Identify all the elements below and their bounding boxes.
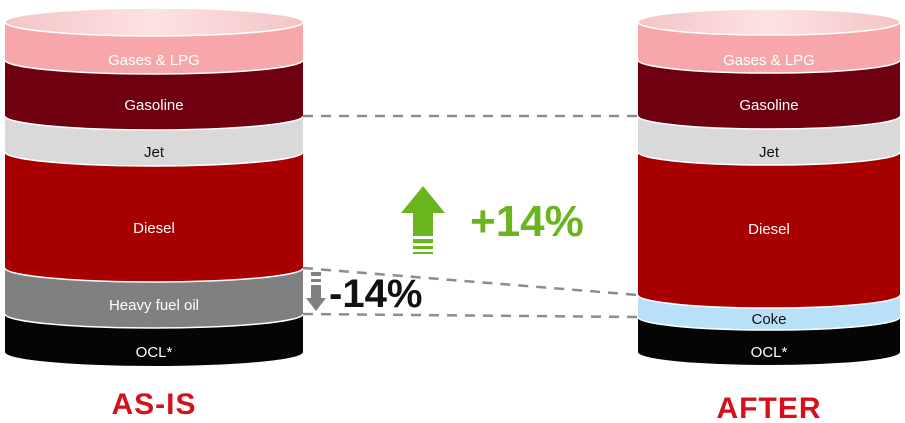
decrease-indicator: -14% xyxy=(306,272,422,316)
segment-label: Gases & LPG xyxy=(723,52,815,69)
segment-label: Gases & LPG xyxy=(108,52,200,69)
seg-boundary-l4 xyxy=(4,267,304,283)
seg-bottom-r5 xyxy=(638,339,900,365)
seg-boundary-r1 xyxy=(637,59,901,74)
seg-rect-l3 xyxy=(5,152,303,268)
segment-label: OCL* xyxy=(136,344,173,361)
seg-bottom-l5 xyxy=(5,338,303,366)
increase-percent: +14% xyxy=(470,197,584,246)
seg-boundary-l3 xyxy=(4,151,304,167)
segment-label: Gasoline xyxy=(739,97,798,114)
connector-lines xyxy=(302,114,639,319)
segment-label: OCL* xyxy=(751,344,788,361)
segment-label: Jet xyxy=(144,144,165,161)
segment-label: Coke xyxy=(751,311,786,328)
arrow-down-icon xyxy=(306,272,326,311)
arrow-up-icon xyxy=(401,186,445,254)
segment-label: Jet xyxy=(759,144,780,161)
seg-boundary-r2 xyxy=(637,115,901,130)
segment-label: Diesel xyxy=(748,221,790,238)
seg-boundary-r3 xyxy=(637,151,901,166)
increase-indicator: +14% xyxy=(401,186,584,254)
right-drum: Gases & LPG Gasoline Jet Diesel Coke OCL… xyxy=(637,8,901,365)
caption-as-is: AS-IS xyxy=(111,388,196,421)
drum-top-cap-right xyxy=(637,8,901,36)
segment-label: Diesel xyxy=(133,220,175,237)
caption-after: AFTER xyxy=(717,392,822,423)
left-drum: Gases & LPG Gasoline Jet Diesel Heavy fu… xyxy=(4,7,304,366)
segment-label: Gasoline xyxy=(124,97,183,114)
segment-label: Heavy fuel oil xyxy=(109,297,199,314)
dashed-connector-diesel xyxy=(302,266,639,297)
seg-boundary-r5 xyxy=(637,316,901,331)
drum-top-cap-left xyxy=(4,7,304,37)
seg-boundary-l2 xyxy=(4,115,304,131)
seg-rect-r3 xyxy=(638,152,900,295)
seg-boundary-r4 xyxy=(637,294,901,309)
seg-boundary-l5 xyxy=(4,313,304,329)
seg-boundary-l1 xyxy=(4,59,304,75)
dashed-connector-heavy-fuel xyxy=(302,312,639,319)
decrease-percent: -14% xyxy=(329,272,422,316)
